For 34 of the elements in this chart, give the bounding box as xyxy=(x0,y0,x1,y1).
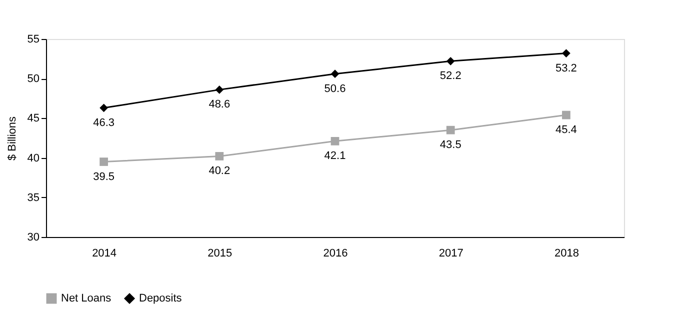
point xyxy=(446,126,455,134)
data-label: 39.5 xyxy=(93,170,115,183)
data-label: 43.5 xyxy=(440,139,462,152)
data-label: 45.4 xyxy=(555,124,577,136)
x-tick-label: 2016 xyxy=(323,248,348,260)
point xyxy=(215,152,224,160)
data-label: 46.3 xyxy=(93,116,115,129)
data-label: 50.6 xyxy=(324,82,346,95)
y-axis-title: $ Billions xyxy=(6,116,18,161)
data-label: 42.1 xyxy=(324,150,346,162)
data-label: 40.2 xyxy=(208,165,230,178)
point xyxy=(446,56,455,66)
x-tick-label: 2014 xyxy=(92,248,117,260)
point xyxy=(562,49,570,58)
y-tick-label: 50 xyxy=(27,73,40,86)
point xyxy=(215,86,224,94)
y-tick-label: 30 xyxy=(27,232,40,244)
x-tick-label: 2018 xyxy=(554,248,579,260)
y-tick-label: 45 xyxy=(27,112,40,125)
data-label: 53.2 xyxy=(555,62,577,74)
legend-label: Net Loans xyxy=(61,292,112,305)
data-label: 48.6 xyxy=(208,98,230,111)
point xyxy=(562,110,570,120)
point xyxy=(330,70,340,78)
x-tick-label: 2017 xyxy=(438,248,464,260)
x-tick-label: 2015 xyxy=(208,248,232,260)
point xyxy=(330,136,340,146)
data-label: 52.2 xyxy=(440,70,462,82)
point xyxy=(100,158,108,166)
y-tick-label: 55 xyxy=(27,34,40,46)
legend-label: Deposits xyxy=(139,292,182,305)
y-tick-label: 35 xyxy=(27,192,40,204)
y-tick-label: 40 xyxy=(27,152,40,164)
point xyxy=(100,104,108,112)
